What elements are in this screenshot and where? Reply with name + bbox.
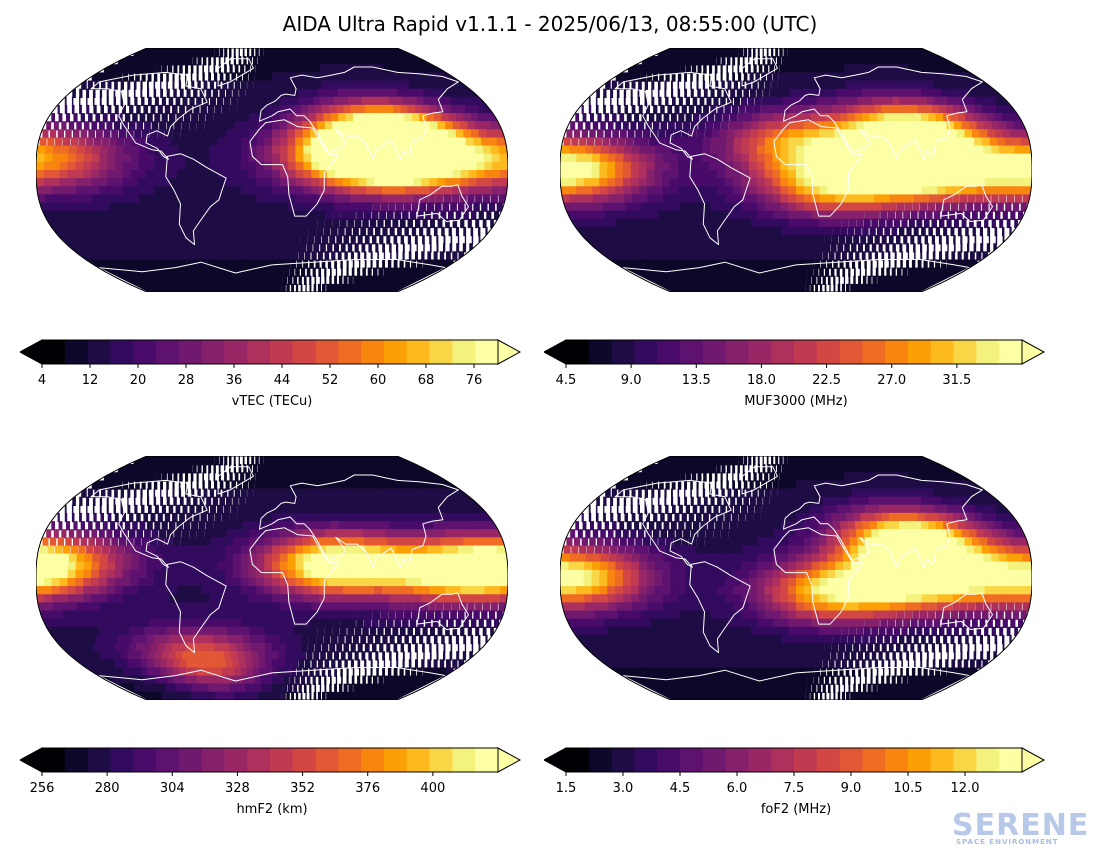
- logo-wordmark: SERENE: [952, 808, 1090, 843]
- muf3000-colorbar-label: MUF3000 (MHz): [744, 394, 848, 409]
- colorbar-over-arrow: [1021, 339, 1046, 365]
- logo-subtitle: SPACE ENVIRONMENT: [956, 838, 1059, 846]
- fof2-colorbar: [544, 747, 1046, 776]
- colorbar-over-arrow: [1021, 747, 1046, 773]
- colorbar-tick-label: 44: [273, 373, 291, 388]
- colorbar-tick-label: 76: [465, 373, 483, 388]
- colorbar-tick-label: 10.5: [893, 781, 923, 796]
- colorbar-under-arrow: [20, 339, 43, 365]
- hmf2-colorbar: [20, 747, 522, 776]
- colorbar-tick-label: 328: [225, 781, 250, 796]
- hmf2-map: [36, 456, 508, 700]
- muf3000-colorbar: [544, 339, 1046, 368]
- fof2-map: [560, 456, 1032, 700]
- colorbar-tick-label: 27.0: [877, 373, 907, 388]
- map-outline: [36, 456, 508, 700]
- colorbar-tick-label: 13.5: [681, 373, 711, 388]
- field-layer: [560, 48, 1032, 292]
- colorbar-tick-label: 28: [177, 373, 195, 388]
- vtec-colorbar-label: vTEC (TECu): [231, 394, 313, 409]
- serene-logo: SERENE SPACE ENVIRONMENT: [952, 808, 1088, 850]
- colorbar-under-arrow: [544, 747, 567, 773]
- colorbar-tick-label: 7.5: [783, 781, 805, 796]
- map-outline: [560, 456, 1032, 700]
- colorbar-tick-label: 4: [37, 373, 47, 388]
- colorbar-tick-label: 4.5: [555, 373, 577, 388]
- colorbar-over-arrow: [497, 339, 522, 365]
- colorbar-tick-label: 400: [420, 781, 446, 796]
- colorbar-tick-label: 1.5: [555, 781, 577, 796]
- field-layer: [560, 456, 1032, 700]
- colorbar-tick-label: 4.5: [669, 781, 691, 796]
- fof2-colorbar-label: foF2 (MHz): [760, 802, 832, 817]
- colorbar-tick-label: 9.0: [840, 781, 862, 796]
- colorbar-tick-label: 60: [369, 373, 387, 388]
- map-outline: [36, 48, 508, 292]
- colorbar-tick-label: 9.0: [620, 373, 642, 388]
- field-layer: [36, 456, 508, 700]
- colorbar-tick-label: 36: [225, 373, 243, 388]
- vtec-map: [36, 48, 508, 292]
- figure-title: AIDA Ultra Rapid v1.1.1 - 2025/06/13, 08…: [282, 12, 818, 36]
- colorbar-tick-label: 376: [355, 781, 381, 796]
- map-outline: [560, 48, 1032, 292]
- colorbar-tick-label: 22.5: [812, 373, 842, 388]
- colorbar-under-arrow: [544, 339, 567, 365]
- colorbar-tick-label: 280: [94, 781, 120, 796]
- colorbar-over-arrow: [497, 747, 522, 773]
- muf3000-map: [560, 48, 1032, 292]
- hmf2-colorbar-label: hmF2 (km): [236, 802, 308, 817]
- colorbar-tick-label: 52: [321, 373, 339, 388]
- colorbar-tick-label: 31.5: [942, 373, 972, 388]
- colorbar-tick-label: 68: [417, 373, 435, 388]
- colorbar-under-arrow: [20, 747, 43, 773]
- vtec-colorbar: [20, 339, 522, 368]
- colorbar-tick-label: 352: [290, 781, 315, 796]
- colorbar-tick-label: 3.0: [612, 781, 634, 796]
- colorbar-tick-label: 12: [81, 373, 99, 388]
- colorbar-tick-label: 18.0: [746, 373, 776, 388]
- colorbar-tick-label: 20: [129, 373, 147, 388]
- colorbar-tick-label: 12.0: [950, 781, 980, 796]
- field-layer: [36, 48, 508, 292]
- colorbar-tick-label: 6.0: [726, 781, 748, 796]
- colorbar-tick-label: 304: [159, 781, 185, 796]
- colorbar-tick-label: 256: [29, 781, 55, 796]
